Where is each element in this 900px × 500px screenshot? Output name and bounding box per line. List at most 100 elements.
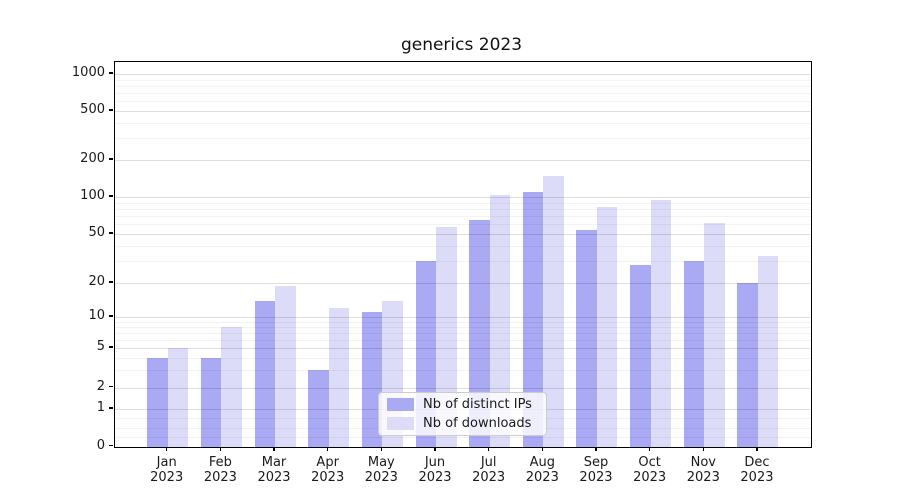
x-tick-label: Feb 2023 [203, 454, 237, 485]
x-tick-mark [273, 446, 275, 451]
bar-downloads-nov-2023 [704, 223, 725, 447]
bar-downloads-feb-2023 [221, 326, 242, 447]
x-tick-label: Jun 2023 [418, 454, 452, 485]
legend-label-downloads: Nb of downloads [423, 416, 532, 431]
y-tick-mark [109, 195, 113, 197]
bar-downloads-jul-2023 [489, 194, 511, 447]
y-tick-label: 0 [96, 437, 105, 453]
legend-item-distinct-ips: Nb of distinct IPs [387, 397, 538, 412]
bar-distinct-ips-may-2023 [361, 312, 383, 447]
x-tick-label: Sep 2023 [579, 454, 613, 485]
y-tick-mark [109, 72, 113, 74]
y-tick-label: 500 [80, 102, 105, 117]
x-tick-mark [434, 446, 436, 451]
gridline-minor [114, 79, 811, 81]
chart-title: generics 2023 [400, 35, 523, 55]
bar-downloads-jun-2023 [436, 227, 457, 447]
bar-downloads-mar-2023 [275, 285, 296, 447]
x-tick-mark [756, 446, 758, 451]
bar-downloads-dec-2023 [757, 256, 779, 447]
legend-label-distinct-ips: Nb of distinct IPs [423, 397, 532, 412]
x-tick-label: Jan 2023 [150, 454, 184, 485]
bar-distinct-ips-sep-2023 [576, 229, 597, 447]
y-tick-label: 100 [80, 188, 105, 203]
y-tick-mark [109, 232, 113, 234]
x-tick-mark [219, 446, 221, 451]
bar-distinct-ips-feb-2023 [200, 357, 222, 447]
gridline-minor [114, 202, 811, 204]
gridline-minor [114, 261, 811, 263]
bar-distinct-ips-jul-2023 [469, 220, 490, 447]
x-tick-label: Aug 2023 [525, 454, 559, 485]
x-tick-mark [595, 446, 597, 451]
gridline-minor [114, 370, 811, 372]
bar-distinct-ips-mar-2023 [254, 300, 276, 447]
bar-distinct-ips-nov-2023 [683, 261, 705, 447]
gridline-minor [114, 101, 811, 103]
x-tick-label: Mar 2023 [257, 454, 291, 485]
gridline-major [114, 111, 811, 112]
bar-downloads-apr-2023 [328, 308, 350, 447]
y-tick-label: 5 [96, 339, 105, 354]
x-tick-label: Apr 2023 [311, 454, 345, 485]
gridline-minor [114, 326, 811, 328]
x-tick-mark [380, 446, 382, 451]
gridline-minor [114, 332, 811, 334]
gridline-major [114, 387, 811, 389]
gridline-minor [114, 122, 811, 124]
legend-swatch-downloads [387, 417, 414, 430]
legend-swatch-distinct-ips [387, 398, 414, 411]
y-tick-label: 10 [88, 308, 105, 323]
bar-downloads-oct-2023 [650, 200, 672, 447]
gridline-major [114, 74, 811, 75]
y-tick-label: 2 [96, 378, 105, 394]
x-tick-label: Nov 2023 [686, 454, 720, 485]
gridline-minor [114, 208, 811, 210]
legend-item-downloads: Nb of downloads [387, 416, 538, 431]
plot-area [113, 60, 812, 448]
y-tick-mark [109, 109, 113, 111]
x-tick-mark [541, 446, 543, 451]
gridline-major [114, 283, 811, 284]
y-tick-mark [109, 444, 113, 447]
y-tick-mark [109, 385, 113, 388]
y-tick-label: 1000 [71, 65, 105, 80]
gridline-minor [114, 93, 811, 95]
x-tick-label: Jul 2023 [472, 454, 506, 485]
x-tick-mark [327, 446, 329, 451]
y-tick-mark [109, 407, 113, 409]
gridline-major [114, 317, 811, 318]
x-tick-mark [488, 446, 490, 451]
bar-distinct-ips-jan-2023 [147, 357, 168, 447]
legend: Nb of distinct IPs Nb of downloads [378, 392, 547, 436]
bar-downloads-aug-2023 [543, 176, 564, 447]
bar-distinct-ips-apr-2023 [308, 370, 329, 447]
bar-distinct-ips-oct-2023 [630, 265, 651, 447]
gridline-minor [114, 224, 811, 226]
gridline-major [114, 234, 811, 235]
gridline-major [114, 348, 811, 349]
gridline-major [114, 197, 811, 198]
gridline-minor [114, 85, 811, 87]
bar-distinct-ips-dec-2023 [737, 283, 758, 447]
gridline-minor [114, 138, 811, 140]
x-tick-label: Oct 2023 [633, 454, 667, 485]
y-tick-label: 200 [80, 151, 105, 166]
x-tick-label: Dec 2023 [740, 454, 774, 485]
x-tick-mark [166, 446, 168, 451]
bar-downloads-sep-2023 [596, 206, 618, 447]
gridline-minor [114, 216, 811, 218]
bar-downloads-jan-2023 [167, 348, 189, 447]
x-tick-mark [649, 446, 651, 451]
y-tick-label: 50 [88, 225, 105, 240]
gridline-minor [114, 339, 811, 341]
y-tick-mark [109, 315, 113, 317]
y-tick-mark [109, 346, 113, 348]
gridline-minor [114, 437, 811, 439]
gridline-minor [114, 357, 811, 359]
bar-distinct-ips-aug-2023 [522, 191, 544, 447]
x-tick-label: May 2023 [364, 454, 398, 485]
y-tick-label: 1 [96, 400, 105, 415]
gridline-major [114, 160, 811, 161]
